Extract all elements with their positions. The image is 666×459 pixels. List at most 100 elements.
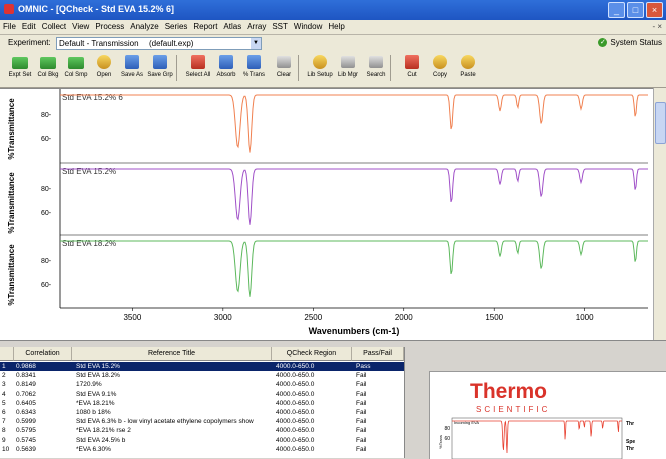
table-cell: 0.8149 (16, 381, 36, 389)
toolbar-absorb-button[interactable]: Absorb (212, 53, 240, 78)
table-cell: Std EVA 15.2% (76, 363, 120, 370)
toolbar-label: Clear (276, 72, 292, 78)
table-cell: 1080 b 18% (76, 409, 111, 416)
close-button[interactable]: × (646, 2, 663, 18)
menu-item-array[interactable]: Array (247, 22, 267, 31)
system-status-label: System Status (610, 38, 662, 47)
toolbar-cut-button[interactable]: Cut (398, 53, 426, 78)
col-bkg-icon (39, 53, 57, 71)
table-cell: 0.6405 (16, 399, 36, 407)
experiment-select[interactable]: Default - Transmission (default.exp) ▼ (56, 37, 262, 50)
table-cell: 4000.0-650.0 (276, 381, 315, 389)
spectra-plot[interactable]: Std EVA 15.2% 6 80- 60- Std EVA 15.2% 80- 60-… (0, 89, 654, 341)
table-row[interactable]: 3 0.8149 1720.9% 4000.0-650.0 Fail (0, 380, 404, 389)
x-tick-label: 1500 (485, 313, 503, 322)
experiment-value: Default - Transmission (59, 39, 139, 48)
menu-item-window[interactable]: Window (293, 22, 323, 31)
table-cell: 1720.9% (76, 381, 102, 389)
spectrum-trace (60, 168, 648, 225)
table-row[interactable]: 2 0.8341 Std EVA 18.2% 4000.0-650.0 Fail (0, 371, 404, 380)
toolbar-separator (390, 55, 391, 81)
toolbar-expt-set-button[interactable]: Expt Set (6, 53, 34, 78)
search-icon (367, 53, 385, 71)
table-row[interactable]: 10 0.5639 *EVA 6.30% 4000.0-650.0 Fail (0, 445, 404, 454)
toolbar-copy-button[interactable]: Copy (426, 53, 454, 78)
table-row[interactable]: 8 0.5795 *EVA 18.21% rse 2 4000.0-650.0 Fail (0, 426, 404, 435)
menu-item-process[interactable]: Process (95, 22, 125, 31)
menu-item-atlas[interactable]: Atlas (223, 22, 242, 31)
menu-item-analyze[interactable]: Analyze (130, 22, 159, 31)
toolbar-col-bkg-button[interactable]: Col Bkg (34, 53, 62, 78)
report-plot-frame (451, 417, 623, 459)
report-side-label: Spe (626, 439, 636, 445)
header-reference-title[interactable]: Reference Title (72, 347, 272, 361)
report-spectrum: Incoming EVA 80 60%Trans (438, 417, 623, 459)
spectrum-label: Std EVA 18.2% (62, 239, 116, 248)
toolbar-label: Cut (407, 72, 417, 78)
table-cell: 4000.0-650.0 (276, 418, 315, 426)
report-sample-label: Incoming EVA (454, 420, 479, 425)
toolbar-lib-mgr-button[interactable]: Lib Mgr (334, 53, 362, 78)
vertical-scrollbar[interactable] (653, 88, 666, 340)
header-pass-fail[interactable]: Pass/Fail (352, 347, 404, 361)
toolbar-label: Search (366, 72, 386, 78)
toolbar--trans-button[interactable]: % Trans (240, 53, 268, 78)
x-tick-label: 3500 (123, 313, 141, 322)
copy-icon (431, 53, 449, 71)
table-cell: 10 (2, 445, 10, 453)
table-cell: Pass (356, 363, 371, 370)
table-cell: Std EVA 24.5% b (76, 436, 126, 444)
scroll-thumb[interactable] (655, 102, 666, 144)
toolbar-save-as-button[interactable]: Save As (118, 53, 146, 78)
menu-item-report[interactable]: Report (193, 22, 218, 31)
toolbar-open-button[interactable]: Open (90, 53, 118, 78)
system-status[interactable]: ✓ System Status (598, 38, 662, 47)
table-row[interactable]: 6 0.6343 1080 b 18% 4000.0-650.0 Fail (0, 408, 404, 417)
toolbar-search-button[interactable]: Search (362, 53, 390, 78)
menu-item-collect[interactable]: Collect (41, 22, 67, 31)
report-side-label: Thr (626, 446, 635, 452)
minimize-button[interactable]: _ (608, 2, 625, 18)
menu-item-help[interactable]: Help (328, 22, 345, 31)
table-row[interactable]: 5 0.6405 *EVA 18.21% 4000.0-650.0 Fail (0, 399, 404, 408)
table-row[interactable]: 9 0.5745 Std EVA 24.5% b 4000.0-650.0 Fail (0, 436, 404, 445)
maximize-button[interactable]: □ (627, 2, 644, 18)
table-row[interactable]: 1 0.9868 Std EVA 15.2% 4000.0-650.0 Pass (0, 362, 404, 371)
table-cell: 0.7062 (16, 390, 36, 398)
experiment-bar: Experiment: Default - Transmission (defa… (0, 35, 666, 51)
spectrum-window[interactable]: Std EVA 15.2% 6 80- 60- Std EVA 15.2% 80- 60-… (0, 88, 666, 341)
menu-item-view[interactable]: View (72, 22, 90, 31)
table-cell: *EVA 6.30% (76, 445, 111, 453)
table-cell: 4000.0-650.0 (276, 399, 315, 407)
header-qcheck-region[interactable]: QCheck Region (272, 347, 352, 361)
menu-item-edit[interactable]: Edit (21, 22, 36, 31)
menu-item-series[interactable]: Series (164, 22, 188, 31)
x-tick-label: 2500 (304, 313, 322, 322)
toolbar-paste-button[interactable]: Paste (454, 53, 482, 78)
report-preview: Thermo SCIENTIFIC Incoming EVA 80 60 %Trans… (429, 371, 666, 459)
x-axis-label: Wavenumbers (cm-1) (309, 326, 400, 336)
table-cell: 0.5999 (16, 418, 36, 426)
header-correlation[interactable]: Correlation (14, 347, 72, 361)
mdi-controls[interactable]: - × (652, 22, 662, 31)
toolbar-clear-button[interactable]: Clear (270, 53, 298, 78)
dropdown-arrow-icon[interactable]: ▼ (251, 38, 261, 49)
table-cell: 4000.0-650.0 (276, 427, 315, 435)
menu-item-file[interactable]: File (3, 22, 16, 31)
toolbar-separator (176, 55, 177, 81)
toolbar-col-smp-button[interactable]: Col Smp (62, 53, 90, 78)
menu-item-sst[interactable]: SST (272, 22, 288, 31)
report-side-label: Thr (626, 421, 635, 427)
table-cell: Std EVA 18.2% (76, 372, 120, 380)
toolbar-lib-setup-button[interactable]: Lib Setup (306, 53, 334, 78)
spectrum-trace (60, 240, 648, 297)
toolbar-label: Lib Setup (307, 72, 333, 78)
toolbar-save-grp-button[interactable]: Save Grp (146, 53, 174, 78)
toolbar-label: Select All (185, 72, 211, 78)
toolbar-select-all-button[interactable]: Select All (184, 53, 212, 78)
table-row[interactable]: 4 0.7062 Std EVA 9.1% 4000.0-650.0 Fail (0, 390, 404, 399)
thermo-logo: Thermo (470, 380, 548, 403)
table-cell: 6 (2, 409, 6, 416)
expt-set-icon (11, 53, 29, 71)
table-row[interactable]: 7 0.5999 Std EVA 6.3% b - low vinyl acetat… (0, 417, 404, 426)
